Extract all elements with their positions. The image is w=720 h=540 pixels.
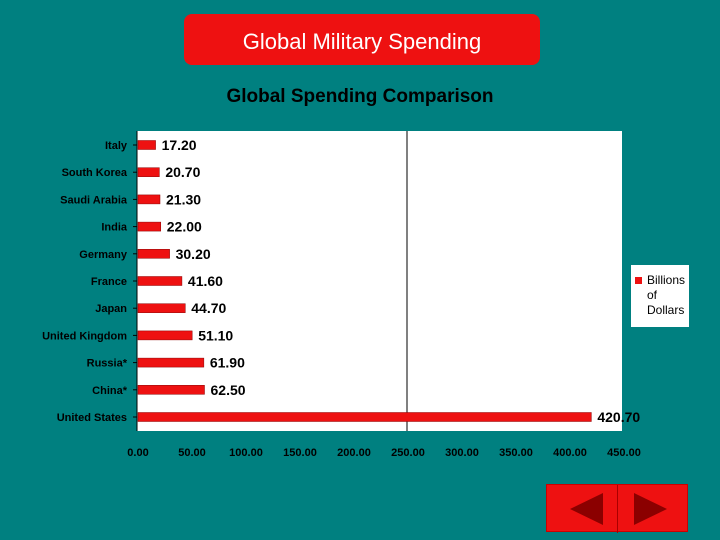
data-label: 44.70 (191, 300, 226, 316)
plot-area (137, 131, 622, 431)
category-label: India (101, 222, 128, 234)
x-tick-label: 350.00 (499, 447, 533, 459)
arrow-left-icon (570, 493, 603, 525)
x-tick-label: 400.00 (553, 447, 587, 459)
x-tick-label: 50.00 (178, 447, 206, 459)
bar (137, 167, 160, 177)
x-tick-label: 150.00 (283, 447, 317, 459)
data-label: 17.20 (162, 137, 197, 153)
bar (137, 276, 183, 286)
legend: Billions of Dollars (631, 265, 689, 327)
slide-navigation (546, 484, 689, 533)
bar (137, 412, 592, 422)
arrow-right-icon (634, 493, 667, 525)
data-label: 30.20 (176, 246, 211, 262)
category-label: Saudi Arabia (60, 194, 128, 206)
legend-swatch (635, 277, 642, 284)
category-label: South Korea (62, 167, 128, 179)
x-tick-label: 0.00 (127, 447, 148, 459)
x-tick-label: 100.00 (229, 447, 263, 459)
category-label: United Kingdom (42, 330, 127, 342)
slide-title-banner: Global Military Spending (184, 14, 540, 65)
next-slide-button[interactable] (618, 485, 689, 533)
category-label: United States (57, 412, 127, 424)
data-label: 61.90 (210, 355, 245, 371)
category-label: Japan (95, 303, 127, 315)
data-label: 21.30 (166, 191, 201, 207)
bar (137, 221, 162, 232)
x-tick-label: 200.00 (337, 447, 371, 459)
data-label: 62.50 (211, 382, 246, 398)
data-label: 22.00 (167, 219, 202, 235)
bar (137, 357, 205, 368)
bar (137, 249, 170, 259)
slide-title: Global Military Spending (242, 28, 482, 54)
data-label: 51.10 (198, 327, 233, 343)
category-label: Italy (105, 140, 128, 152)
category-label: Germany (79, 249, 128, 261)
category-label: France (91, 276, 127, 288)
chart-title: Global Spending Comparison (226, 86, 494, 107)
bar (137, 140, 156, 150)
category-label: China* (92, 385, 128, 397)
bar (137, 194, 161, 205)
x-tick-label: 300.00 (445, 447, 479, 459)
data-label: 20.70 (165, 164, 200, 180)
bar (137, 330, 193, 341)
category-label: Russia* (87, 358, 128, 370)
previous-slide-button[interactable] (547, 485, 618, 533)
bar (137, 303, 186, 313)
x-tick-label: 250.00 (391, 447, 425, 459)
data-label: 41.60 (188, 273, 223, 289)
data-label: 420.70 (597, 409, 640, 425)
x-tick-label: 450.00 (607, 447, 641, 459)
bar (137, 385, 205, 395)
legend-label: Billions of Dollars (647, 273, 686, 317)
